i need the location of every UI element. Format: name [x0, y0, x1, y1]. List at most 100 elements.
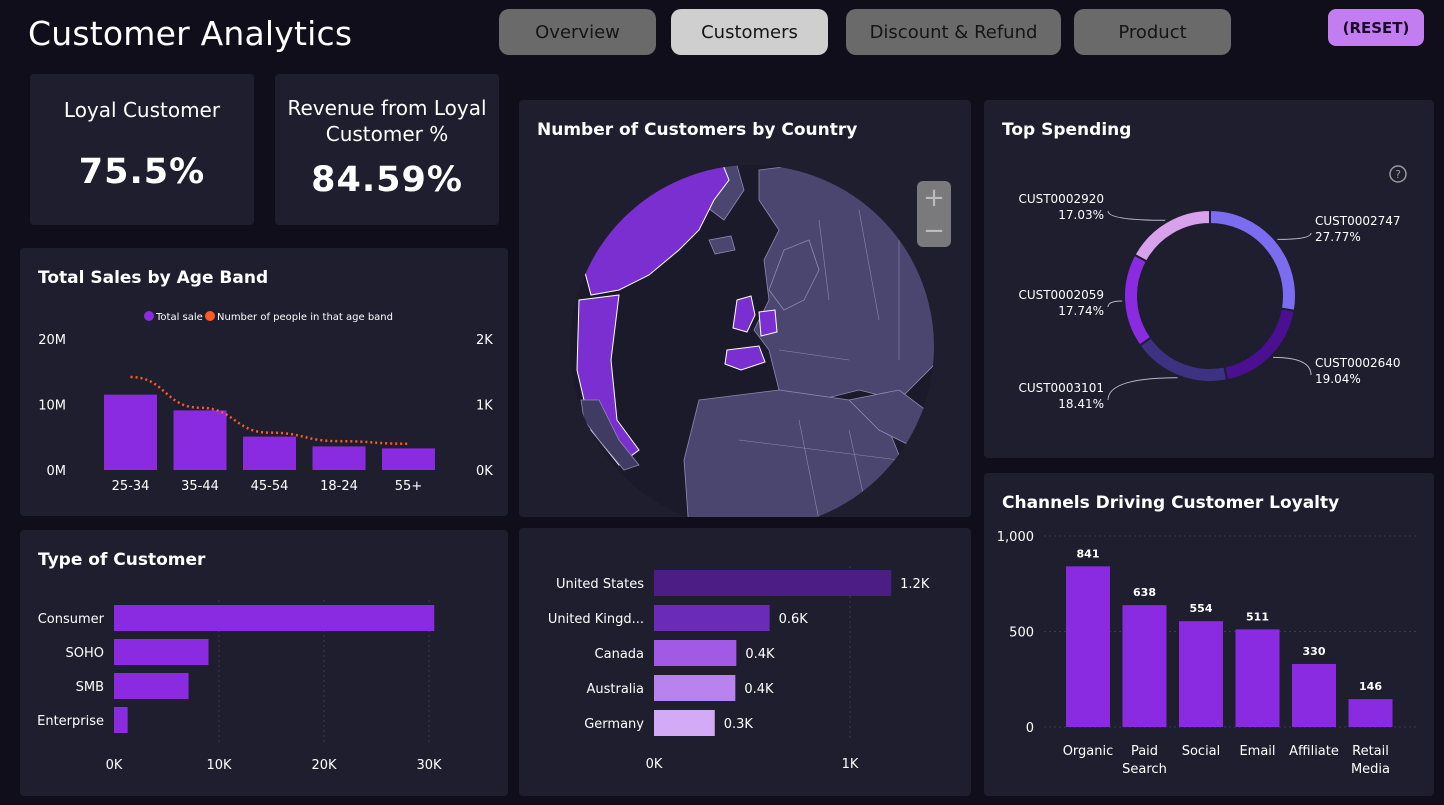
customer-type-card: Type of Customer 0K 10K 20K 30K Consumer SOHO…	[20, 530, 508, 796]
y-tick-left: 20M	[38, 333, 66, 348]
x-tick: Affiliate	[1289, 744, 1339, 759]
x-tick: Search	[1122, 762, 1167, 777]
x-tick: 35-44	[181, 479, 219, 494]
data-label: 511	[1246, 610, 1269, 623]
leader-line	[1107, 300, 1123, 308]
data-label: 330	[1303, 645, 1326, 658]
x-tick: Paid	[1131, 744, 1158, 759]
data-label: 841	[1077, 547, 1100, 560]
donut-slice	[1223, 307, 1296, 382]
data-label: 0.3K	[724, 717, 754, 732]
data-label: 554	[1190, 602, 1213, 615]
tab-product[interactable]: Product	[1074, 9, 1231, 55]
country-label: Australia	[586, 682, 644, 697]
bar-customer-type	[114, 639, 209, 665]
data-label: 1.2K	[900, 577, 930, 592]
y-tick-right: 2K	[476, 333, 493, 348]
channels-title: Channels Driving Customer Loyalty	[1002, 493, 1340, 513]
x-tick: Media	[1351, 762, 1390, 777]
country-spain	[724, 345, 766, 371]
kpi-label-line2: Customer %	[325, 122, 449, 146]
category-label: Enterprise	[37, 714, 104, 729]
bar-total-sale	[104, 394, 157, 470]
donut-slice	[1133, 208, 1211, 263]
x-tick: Email	[1239, 744, 1275, 759]
x-tick: 0K	[646, 757, 663, 772]
landmass-iceland	[708, 235, 736, 255]
zoom-out-button[interactable]: −	[923, 215, 945, 246]
x-tick: 10K	[206, 758, 232, 773]
bar-total-sale	[382, 448, 435, 470]
x-tick: 45-54	[251, 479, 289, 494]
country-bars-card: 0K 1K United States 1.2K United Kingd... 0.6K…	[519, 528, 971, 796]
data-label: 0.6K	[779, 612, 809, 627]
customer-type-chart: 0K 10K 20K 30K Consumer SOHO SMB Enterprise	[37, 600, 442, 773]
kpi-value: 84.59%	[311, 160, 463, 200]
page-title: Customer Analytics	[28, 14, 353, 53]
age-band-card: Total Sales by Age Band Total sale Number…	[20, 248, 508, 516]
zoom-in-button[interactable]: +	[923, 182, 945, 213]
leader-line	[1107, 377, 1178, 401]
donut-slice	[1209, 208, 1297, 313]
data-label: 0.4K	[745, 647, 775, 662]
leader-line	[1107, 210, 1166, 221]
tab-customers[interactable]: Customers	[671, 9, 828, 55]
country-bars-chart: 0K 1K United States 1.2K United Kingd... 0.6K…	[548, 566, 930, 772]
map-title: Number of Customers by Country	[537, 120, 858, 140]
y-tick: 1,000	[997, 530, 1034, 545]
bar-country	[654, 605, 770, 631]
landmass-scandinavia	[768, 239, 820, 311]
customer-type-title: Type of Customer	[38, 550, 206, 570]
bar-channel	[1179, 621, 1223, 727]
bar-total-sale	[312, 446, 366, 470]
slice-percent: 17.74%	[1058, 304, 1104, 318]
channels-card: Channels Driving Customer Loyalty 0 500 1,…	[984, 473, 1434, 796]
data-label: 638	[1133, 586, 1156, 599]
donut-slice	[1138, 336, 1229, 383]
legend-label-people: Number of people in that age band	[217, 312, 393, 323]
tab-discount-refund[interactable]: Discount & Refund	[846, 9, 1061, 55]
x-tick: Retail	[1352, 744, 1389, 759]
x-tick: 30K	[416, 758, 442, 773]
bar-channel	[1235, 629, 1280, 727]
top-spending-donut: CUST0002747 27.77% CUST0002640 19.04% CUST00…	[1018, 192, 1401, 411]
tab-overview[interactable]: Overview	[499, 9, 656, 55]
svg-text:?: ?	[1395, 168, 1401, 181]
country-label: United Kingd...	[548, 612, 644, 627]
y-tick-right: 1K	[476, 399, 493, 414]
y-tick: 0	[1026, 721, 1034, 736]
slice-label: CUST0002640	[1315, 356, 1401, 370]
country-label: Germany	[584, 717, 644, 732]
globe-map[interactable]	[519, 100, 971, 517]
country-label: Canada	[595, 647, 644, 662]
bar-customer-type	[114, 605, 435, 631]
bar-country	[654, 675, 736, 701]
x-tick: 0K	[106, 758, 123, 773]
slice-percent: 19.04%	[1315, 372, 1361, 386]
x-tick: 25-34	[112, 479, 150, 494]
x-tick: 20K	[311, 758, 337, 773]
bar-total-sale	[243, 436, 296, 470]
bar-country	[654, 710, 715, 736]
y-tick-left: 10M	[38, 399, 66, 414]
kpi-revenue-loyal: Revenue from Loyal Customer % 84.59%	[275, 74, 499, 225]
x-tick: Social	[1182, 744, 1221, 759]
help-icon[interactable]: ?	[1388, 164, 1408, 184]
map-zoom-control: + −	[917, 181, 951, 247]
leader-line	[1273, 356, 1312, 376]
slice-label: CUST0002059	[1018, 288, 1104, 302]
age-band-chart: Total sale Number of people in that age b…	[38, 311, 493, 494]
legend-label-total-sale: Total sale	[155, 312, 203, 323]
x-tick: 55+	[395, 479, 422, 494]
bar-channel	[1292, 663, 1336, 727]
category-label: Consumer	[38, 612, 105, 627]
slice-percent: 27.77%	[1315, 230, 1361, 244]
country-uk	[732, 295, 756, 333]
reset-button[interactable]: (RESET)	[1328, 9, 1424, 46]
bar-customer-type	[114, 673, 189, 699]
slice-label: CUST0002747	[1315, 214, 1401, 228]
bar-total-sale	[173, 410, 227, 470]
bar-channel	[1122, 605, 1167, 727]
bar-country	[654, 570, 892, 596]
kpi-label-line1: Revenue from Loyal	[287, 96, 487, 120]
